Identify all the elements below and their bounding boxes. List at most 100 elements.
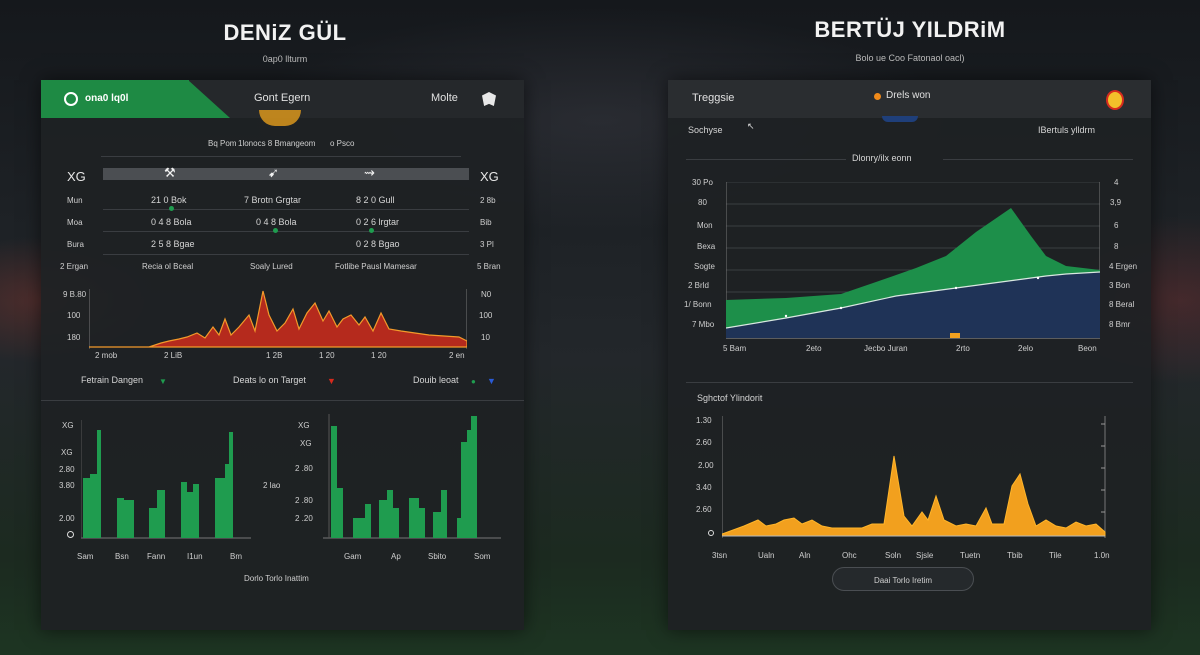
bl-bar: [149, 508, 157, 538]
lc-ylabel-right-2: 100: [479, 311, 493, 320]
ac-yr-2: 3,9: [1110, 198, 1122, 207]
br-bar: [387, 490, 393, 538]
header-center-label[interactable]: Gont Egern: [254, 92, 311, 104]
bl-bar: [229, 432, 233, 538]
bl-bar: [97, 430, 101, 538]
sc-x4: Ohc: [842, 551, 857, 560]
detail-button[interactable]: Daai Torlo Iretim: [832, 567, 974, 591]
stat-row1-left: Mun: [67, 196, 83, 205]
bl-bar: [181, 482, 187, 538]
br-bar: [471, 416, 477, 538]
stat-marker-2: [273, 228, 278, 233]
lc-xlabel-5: 1 20: [371, 351, 387, 360]
stat-row2-left: Moa: [67, 218, 83, 227]
sc-area: [722, 455, 1106, 537]
lc-ylabel-left-3: 180: [67, 333, 81, 342]
bl-x3: Fann: [147, 552, 166, 561]
bar-chart-left: [81, 420, 251, 539]
legend-a[interactable]: Fetrain Dangen: [81, 375, 144, 385]
legend-b[interactable]: Deats lo on Target: [233, 375, 306, 385]
stat-row1-c2: 7 Brotn Grgtar: [244, 195, 302, 205]
sc-x7: Tuetn: [960, 551, 981, 560]
stat-row2-right: Bib: [480, 218, 492, 227]
ac-yr-1: 4: [1114, 178, 1119, 187]
sc-zero-icon: [708, 530, 714, 536]
lc-ylabel-left-1: 9 B.80: [63, 290, 87, 299]
stat-footer-c1: Recia ol Bceal: [142, 262, 194, 271]
ac-point: [954, 286, 958, 290]
header-right-label[interactable]: Molte: [431, 92, 458, 104]
br-x3: Sbito: [428, 552, 447, 561]
ac-yr-4: 8: [1114, 242, 1119, 251]
br-bar: [433, 512, 441, 538]
ac-yl-6: 2 Brld: [688, 281, 709, 290]
lc-ylabel-left-2: 100: [67, 311, 81, 320]
br-y1: XG: [298, 421, 310, 430]
bl-bar: [187, 492, 193, 538]
bl-bar: [225, 464, 229, 538]
legend-a-icon: ▼: [159, 377, 167, 386]
br-x4: Som: [474, 552, 491, 561]
stat-row3-right: 3 Pl: [480, 240, 494, 249]
br-x2: Ap: [391, 552, 401, 561]
ac-yl-2: 80: [698, 198, 707, 207]
legend-b-icon: ▼: [327, 376, 336, 386]
area-title-line-r: [943, 159, 1133, 160]
ac-yl-7: 1/ Bonn: [684, 300, 712, 309]
br-bar: [419, 508, 425, 538]
br-bar: [331, 426, 337, 538]
stat-footer-left: 2 Ergan: [60, 262, 89, 271]
sc-y4: 3.40: [696, 483, 712, 492]
ac-area-green: [726, 208, 1100, 328]
stat-row3-c1: 2 5 8 Bgae: [151, 239, 195, 249]
right-header-center[interactable]: Drels won: [886, 90, 931, 101]
stat-footer-c3: Fotlibe Pausl Mamesar: [335, 262, 417, 271]
sc-y3: 2.00: [698, 461, 714, 470]
lc-xlabel-3: 1 2B: [266, 351, 283, 360]
br-bar: [353, 518, 365, 538]
ac-yr-3: 6: [1114, 221, 1119, 230]
stat-row1-c1: 21 0 Bok: [151, 195, 187, 205]
info-divider: [101, 156, 461, 157]
stat-footer-c2: Soaly Lured: [250, 262, 293, 271]
area-title-line-l: [686, 159, 846, 160]
stat-row2-c3: 0 2 6 lrgtar: [356, 217, 400, 227]
bl-x1: Sam: [77, 552, 94, 561]
br-bar: [379, 500, 387, 538]
lc-plot: [89, 289, 467, 349]
player-run-icon: ➹: [268, 165, 279, 180]
sc-y1: 1.30: [696, 416, 712, 425]
right-header-left[interactable]: Treggsie: [692, 92, 735, 104]
ac-yl-5: Sogte: [694, 262, 715, 271]
legend-c[interactable]: Douib leoat: [413, 375, 459, 385]
ac-yl-4: Bexa: [697, 242, 716, 251]
ac-yr-8: 8 Bmr: [1109, 320, 1131, 329]
sc-x1: 3tsn: [712, 551, 728, 560]
info-c: o Psco: [330, 139, 355, 148]
lc-xlabel-4: 1 20: [319, 351, 335, 360]
ac-yl-3: Mon: [697, 221, 713, 230]
area-chart-title: Dlonry/ilx eonn: [852, 153, 912, 163]
cursor-icon: ↖: [747, 121, 755, 131]
br-y2: XG: [300, 439, 312, 448]
spike-chart-title: Sghctof Ylindorit: [697, 393, 763, 403]
right-row2-right: IBertuls ylldrm: [1038, 125, 1096, 135]
bl-bar: [90, 474, 97, 538]
stat-row1-right: 2 8b: [480, 196, 496, 205]
stats-header-bar: [103, 168, 469, 180]
shield-icon[interactable]: [482, 92, 496, 106]
legend-c-icon2: ▼: [487, 376, 496, 386]
bl-y4: 3.80: [59, 481, 75, 490]
bl-bar: [193, 484, 199, 538]
info-a: Bq Pom: [208, 139, 237, 148]
bl-bar: [124, 500, 134, 538]
lc-xlabel-6: 2 en: [449, 351, 465, 360]
ball-icon-right: [882, 116, 918, 122]
club-crest-icon[interactable]: [1106, 90, 1124, 110]
live-dot-icon: [874, 93, 881, 100]
boot-icon: ⇝: [364, 165, 375, 180]
ac-x2: 2eto: [806, 344, 822, 353]
stat-marker-1: [169, 206, 174, 211]
right-player-subtitle: Bolo ue Coo Fatonaol oacl): [855, 53, 965, 63]
spike-chart: [722, 416, 1106, 538]
